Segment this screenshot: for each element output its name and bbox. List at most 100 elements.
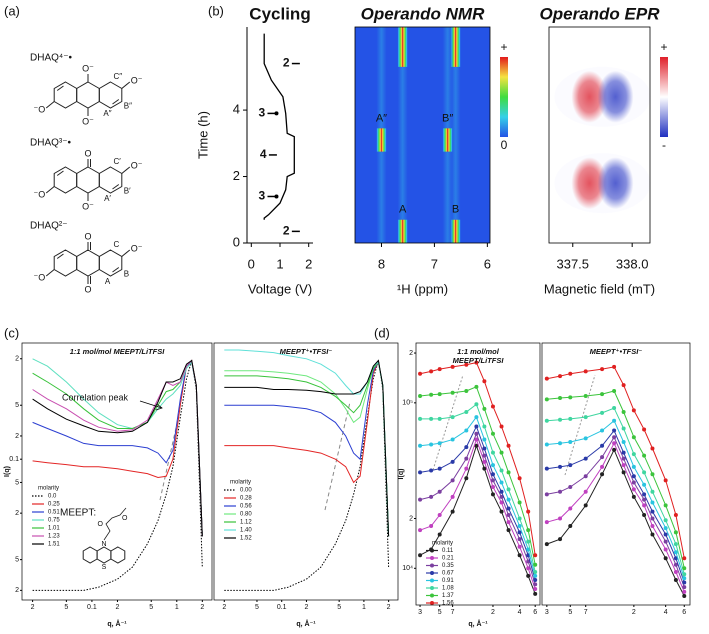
data-point [506,487,511,492]
data-point [482,459,487,464]
x-tick-label: 1 [276,256,283,271]
site-label: A″ [103,109,111,118]
x-tick-label: 5 [149,604,153,611]
x-tick-label: 5 [64,604,68,611]
data-point [612,364,617,369]
data-point [631,480,636,485]
data-point [682,580,687,585]
guide-line [564,374,596,476]
data-point [621,426,626,431]
series-line [419,432,536,585]
epr-positive [571,70,608,123]
data-point [517,476,522,481]
data-point [499,489,504,494]
data-point [642,492,647,497]
data-point [612,435,617,440]
structure-name: DHAQ³⁻• [30,138,72,149]
data-point [631,435,636,440]
panel-label: (d) [374,325,390,340]
data-point [437,466,442,471]
data-point [418,528,423,533]
x-tick-label: 7 [451,609,455,616]
chart-title: 1:1 mol/mol [457,347,500,356]
data-point [506,528,511,533]
x-axis-label: ¹H (ppm) [397,281,448,296]
structure-ring [98,81,123,109]
data-point [631,452,636,457]
panel-label: (c) [4,325,19,340]
data-point [418,470,423,475]
chart-title: MEEPT/LiTFSI [453,356,505,365]
data-point [490,492,495,497]
data-point [544,397,549,402]
data-point [490,450,495,455]
epr-negative [597,70,634,123]
data-point [506,443,511,448]
heatmap-background [355,27,490,243]
data-point [650,446,655,451]
data-point [418,371,423,376]
data-point [533,562,538,567]
data-point [642,497,647,502]
atom-label: O⁻ [82,116,94,126]
data-point [642,503,647,508]
data-point [490,463,495,468]
x-tick-label: 2 [304,604,308,611]
legend-label: 0.91 [442,578,454,584]
series-line [224,361,390,537]
site-label: A [105,277,111,286]
series-line [32,361,203,537]
legend-marker [430,593,434,598]
data-point [612,441,617,446]
structure-bond [112,267,120,273]
data-point [600,410,605,415]
legend-label: 1.08 [442,586,454,592]
data-point [621,463,626,468]
x-tick-label: 6 [533,609,537,616]
data-point [673,577,678,582]
structure-name: DHAQ⁴⁻• [30,53,72,64]
x-tick-label: 0.1 [277,604,287,611]
structure-bond [112,184,120,190]
data-point [474,424,479,429]
plot-frame [548,26,651,244]
atom-label: O [84,148,91,158]
y-tick-label: 2 [15,356,19,363]
legend-label: 0.0 [48,494,57,500]
x-tick-label: 2 [632,609,636,616]
structure-ring [53,166,78,194]
site-label: C″ [114,72,123,81]
structure-bond [56,170,64,176]
legend-label: 1.37 [442,593,454,599]
epr-negative [597,157,634,210]
data-point [482,466,487,471]
data-point [568,485,573,490]
data-point [568,371,573,376]
chart [263,33,295,220]
legend-label: 1.12 [240,520,252,526]
data-point [568,416,573,421]
atom-label: O [98,521,104,528]
legend-label: 0.28 [240,496,252,502]
data-point [464,445,469,450]
y-tick-label: 4 [233,102,240,117]
data-point [600,472,605,477]
legend-marker [430,548,434,553]
legend-marker [430,571,434,575]
data-point [650,500,655,505]
data-point [437,441,442,446]
data-point [600,443,605,448]
annotation: 2 [283,224,290,238]
atom-label: O [84,231,91,241]
y-tick-label: 10⁵ [402,400,413,407]
data-point [650,532,655,537]
data-point [631,494,636,499]
heatmap-stripe [397,219,408,243]
colorbar-label: - [662,138,666,152]
data-point [568,506,573,511]
data-point [583,415,588,420]
legend-title: molarity [230,480,251,486]
data-point [682,556,687,561]
atom-label: O⁻ [131,243,143,253]
annotation: 3 [258,189,265,203]
